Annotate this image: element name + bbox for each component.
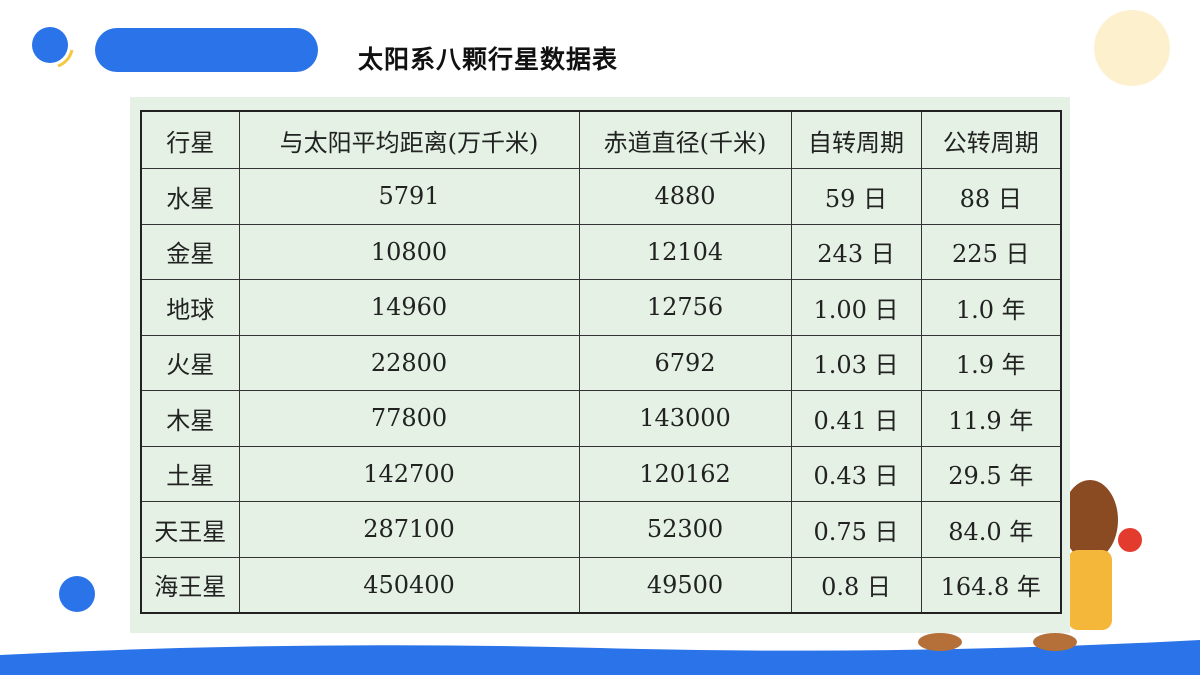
cell: 0.43 日 [790,445,922,502]
cell: 4880 [578,168,792,225]
cell: 143000 [578,390,792,447]
cell: 地球 [140,279,240,336]
cell: 11.9 年 [920,390,1062,447]
cell: 22800 [238,334,580,391]
cell: 164.8 年 [920,556,1062,614]
cell: 10800 [238,223,580,280]
cell: 海王星 [140,556,240,614]
blue-dot [32,27,68,63]
cell: 火星 [140,334,240,391]
cell: 52300 [578,501,792,558]
cell: 1.0 年 [920,279,1062,336]
yellow-arc [57,49,74,68]
header-cell: 行星 [140,110,240,169]
cell: 225 日 [920,223,1062,280]
blue-dot [59,576,95,612]
cell: 6792 [578,334,792,391]
row: 木星 77800 143000 0.41 日 11.9 年 [140,390,1062,447]
cell: 水星 [140,168,240,225]
cell: 77800 [238,390,580,447]
title: 太阳系八颗行星数据表 [358,45,619,74]
table-body: 行星 与太阳平均距离(万千米) 赤道直径(千米) 自转周期 公转周期 水星 5791 4880… [140,110,1062,614]
cartoon-girl [918,480,1142,651]
cell: 88 日 [920,168,1062,225]
cell: 1.9 年 [920,334,1062,391]
cell: 1.00 日 [790,279,922,336]
row: 海王星 450400 49500 0.8 日 164.8 年 [140,556,1062,614]
cell: 49500 [578,556,792,614]
header-row: 行星 与太阳平均距离(万千米) 赤道直径(千米) 自转周期 公转周期 [140,110,1062,169]
cell: 142700 [238,445,580,502]
cell: 0.41 日 [790,390,922,447]
row: 土星 142700 120162 0.43 日 29.5 年 [140,445,1062,502]
planet-table: 行星 与太阳平均距离(万千米) 赤道直径(千米) 自转周期 公转周期 水星 5791 4880… [140,110,1062,614]
cell: 29.5 年 [920,445,1062,502]
cell: 12104 [578,223,792,280]
cell: 1.03 日 [790,334,922,391]
row: 地球 14960 12756 1.00 日 1.0 年 [140,279,1062,336]
header-cell: 赤道直径(千米) [578,110,792,169]
row: 火星 22800 6792 1.03 日 1.9 年 [140,334,1062,391]
row: 金星 10800 12104 243 日 225 日 [140,223,1062,280]
cell: 84.0 年 [920,501,1062,558]
header-cell: 自转周期 [790,110,922,169]
cell: 金星 [140,223,240,280]
cell: 天王星 [140,501,240,558]
cell: 0.8 日 [790,556,922,614]
cell: 木星 [140,390,240,447]
cell: 450400 [238,556,580,614]
header-cell: 与太阳平均距离(万千米) [238,110,580,169]
cell: 0.75 日 [790,501,922,558]
yellow-circle [1094,10,1170,86]
cell: 14960 [238,279,580,336]
cell: 土星 [140,445,240,502]
cell: 12756 [578,279,792,336]
cell: 59 日 [790,168,922,225]
row: 天王星 287100 52300 0.75 日 84.0 年 [140,501,1062,558]
cell: 243 日 [790,223,922,280]
cell: 287100 [238,501,580,558]
bottom-wave [0,640,1200,675]
header-cell: 公转周期 [920,110,1062,169]
cell: 5791 [238,168,580,225]
row: 水星 5791 4880 59 日 88 日 [140,168,1062,225]
cell: 120162 [578,445,792,502]
blue-pill [95,28,318,72]
